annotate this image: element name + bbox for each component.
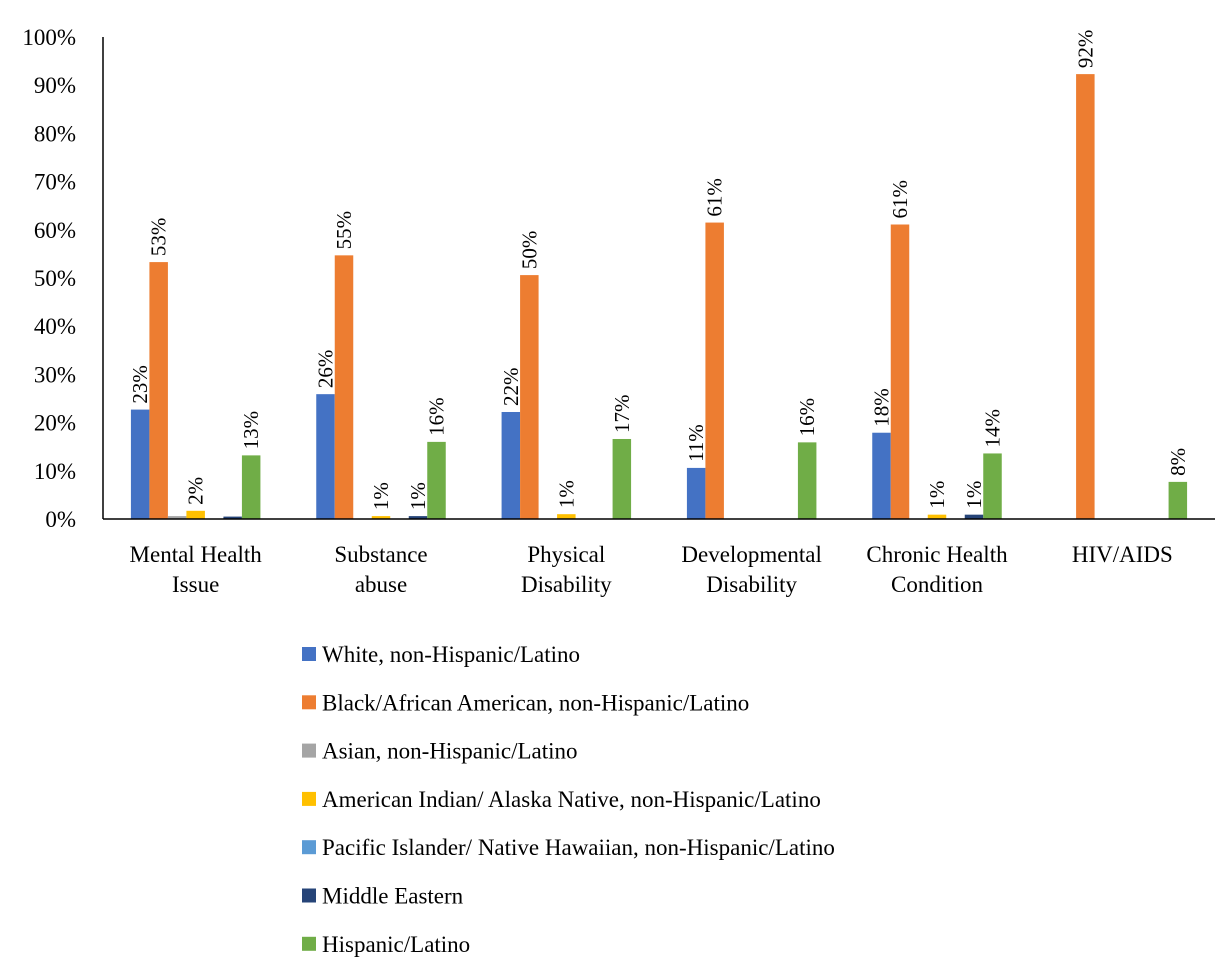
data-label: 16% [425, 397, 449, 436]
legend-label: Middle Eastern [322, 884, 464, 909]
bar [371, 516, 391, 519]
x-tick-label-line: Physical [527, 542, 605, 567]
bar [408, 516, 428, 519]
x-tick-label-line: Disability [521, 572, 612, 597]
bar [557, 514, 576, 519]
data-label: 8% [1166, 448, 1190, 476]
data-label: 1% [962, 481, 986, 509]
data-label: 13% [239, 411, 263, 450]
legend-swatch [302, 743, 316, 758]
data-label: 18% [870, 388, 894, 427]
data-label: 1% [554, 480, 578, 508]
x-tick-label: HIV/AIDS [1072, 542, 1173, 567]
bar [612, 438, 632, 519]
y-tick-label: 70% [34, 170, 76, 195]
data-label: 92% [1073, 30, 1097, 69]
data-label: 23% [128, 365, 152, 404]
data-label: 55% [332, 211, 356, 250]
legend-label: Black/African American, non-Hispanic/Lat… [322, 690, 749, 715]
y-tick-label: 60% [34, 218, 76, 243]
x-tick-label: Chronic Health Condition [866, 542, 1008, 597]
y-tick-label: 80% [34, 121, 76, 146]
data-label: 61% [888, 180, 912, 219]
x-tick-label: Substance abuse [334, 542, 427, 597]
bar [890, 224, 910, 520]
bar [316, 394, 335, 519]
bar [427, 441, 446, 519]
data-label: 2% [184, 477, 208, 505]
y-tick-label: 90% [34, 73, 76, 98]
x-tick-label-line: abuse [355, 572, 407, 597]
bar [797, 442, 817, 519]
x-tick-label-line: Developmental [681, 542, 822, 567]
x-tick-label-line: Issue [172, 572, 219, 597]
y-tick-label: 50% [34, 266, 76, 291]
data-label: 1% [925, 481, 949, 509]
x-tick-label: Mental Health Issue [130, 542, 263, 597]
bar [223, 516, 242, 519]
data-label: 1% [406, 482, 430, 510]
x-tick-label-line: Substance [334, 542, 427, 567]
x-tick-label-line: Condition [891, 572, 984, 597]
data-label: 50% [517, 231, 541, 270]
bar [167, 516, 187, 519]
bar [501, 411, 521, 519]
y-tick-label: 0% [45, 507, 76, 532]
legend-label: Pacific Islander/ Native Hawaiian, non-H… [322, 835, 835, 860]
x-tick-label-line: Disability [706, 572, 797, 597]
y-tick-label: 20% [34, 411, 76, 436]
x-tick-label-line: Chronic Health [866, 542, 1008, 567]
bar [130, 409, 150, 519]
legend-label: Hispanic/Latino [322, 932, 470, 957]
legend-swatch [302, 791, 316, 806]
x-tick-label: Developmental Disability [681, 542, 822, 597]
x-tick-label-line: HIV/AIDS [1072, 542, 1173, 567]
data-label: 16% [795, 398, 819, 437]
x-tick-label: Physical Disability [521, 542, 612, 597]
y-tick-label: 100% [22, 25, 76, 50]
bar [334, 255, 354, 519]
bar [1168, 481, 1188, 519]
bar [149, 262, 168, 519]
y-tick-label: 30% [34, 362, 76, 387]
bar [927, 514, 947, 519]
bar [186, 510, 205, 519]
data-label: 61% [703, 178, 727, 217]
bars [130, 74, 1188, 520]
y-tick-label: 10% [34, 459, 76, 484]
data-label: 11% [684, 424, 708, 462]
legend-label: American Indian/ Alaska Native, non-Hisp… [322, 787, 821, 812]
bar [1076, 74, 1095, 519]
bar [686, 467, 706, 519]
bar [983, 453, 1002, 519]
y-tick-label: 40% [34, 314, 76, 339]
bar [872, 432, 891, 519]
legend-swatch [302, 840, 316, 855]
data-label: 53% [147, 218, 171, 257]
legend-label: Asian, non-Hispanic/Latino [322, 739, 578, 764]
data-label: 26% [314, 350, 338, 389]
legend-swatch [302, 888, 316, 903]
data-labels: 23% 53% 2% 13% 26% 55% 1% 1% 16% 22% 50% 1% 17% 11% 61… [128, 30, 1190, 510]
legend-swatch [302, 695, 316, 710]
data-label: 22% [499, 367, 523, 406]
legend-swatch [302, 936, 316, 951]
x-axis: Mental Health Issue Substance abuse Physical… [103, 518, 1215, 597]
data-label: 17% [610, 394, 634, 433]
x-tick-label-line: Mental Health [130, 542, 263, 567]
data-label: 14% [981, 409, 1005, 448]
bar [241, 455, 261, 519]
data-label: 1% [369, 482, 393, 510]
y-axis: 0% 10% 20% 30% 40% 50% 60% 70% 80% 90% 100% [22, 25, 104, 532]
bar [520, 275, 539, 519]
legend-swatch [302, 647, 316, 661]
legend: White, non-Hispanic/Latino Black/African … [302, 642, 835, 957]
legend-label: White, non-Hispanic/Latino [322, 642, 580, 667]
bar [705, 222, 724, 519]
bar [964, 514, 984, 519]
